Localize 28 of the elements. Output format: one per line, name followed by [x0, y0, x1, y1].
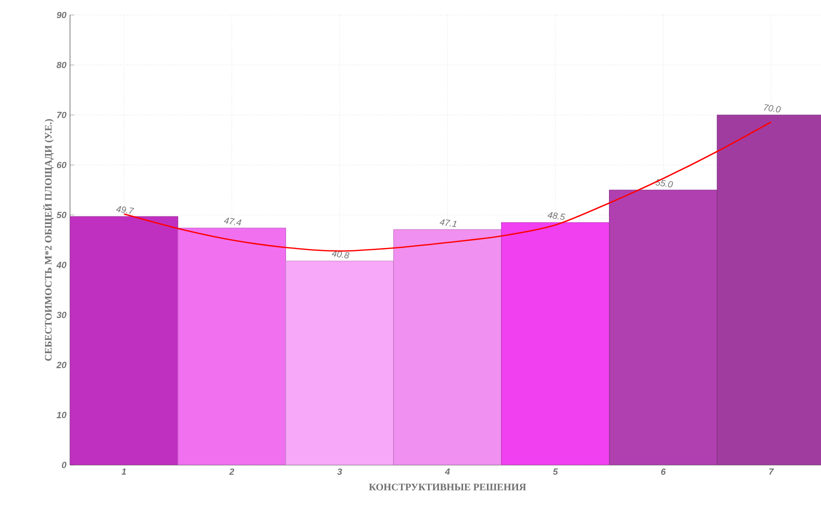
data-label: 48.5	[547, 212, 566, 220]
x-tick-label: 3	[337, 468, 342, 475]
data-label: 47.1	[440, 219, 456, 228]
x-tick-label: 2	[229, 468, 234, 475]
data-label: 70.0	[764, 104, 781, 112]
bar	[285, 260, 394, 465]
bar	[393, 229, 502, 465]
x-tick-label: 4	[444, 468, 450, 475]
y-tick-label: 30	[56, 312, 66, 318]
bar	[501, 222, 610, 465]
y-tick-label: 70	[57, 112, 66, 118]
y-tick-label: 0	[62, 462, 66, 468]
x-tick-label: 5	[552, 468, 558, 475]
y-tick-label: 80	[56, 62, 66, 68]
data-label: 40.8	[332, 250, 350, 258]
y-axis-title: СЕБЕСТОИМОСТЬ М*2 ОБЩЕЙ ПЛОЩАДИ (У.Е.)	[43, 119, 54, 361]
data-label: 49.7	[116, 206, 134, 214]
x-tick-label: 1	[122, 468, 126, 475]
x-tick-label: 6	[661, 468, 666, 475]
x-axis-title: КОНСТРУКТИВНЫЕ РЕШЕНИЯ	[368, 484, 526, 490]
y-tick-label: 20	[56, 362, 66, 368]
y-tick-label: 40	[56, 262, 66, 268]
y-tick-label: 60	[56, 162, 66, 168]
y-tick-label: 10	[56, 412, 66, 418]
x-tick-label: 7	[769, 468, 774, 475]
y-tick-label: 90	[56, 12, 66, 18]
y-tick-label: 50	[56, 212, 66, 218]
data-label: 47.4	[224, 218, 242, 226]
